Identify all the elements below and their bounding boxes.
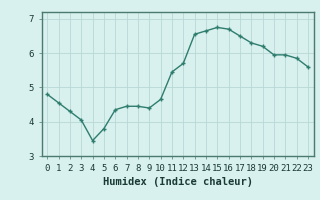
X-axis label: Humidex (Indice chaleur): Humidex (Indice chaleur) [103, 177, 252, 187]
